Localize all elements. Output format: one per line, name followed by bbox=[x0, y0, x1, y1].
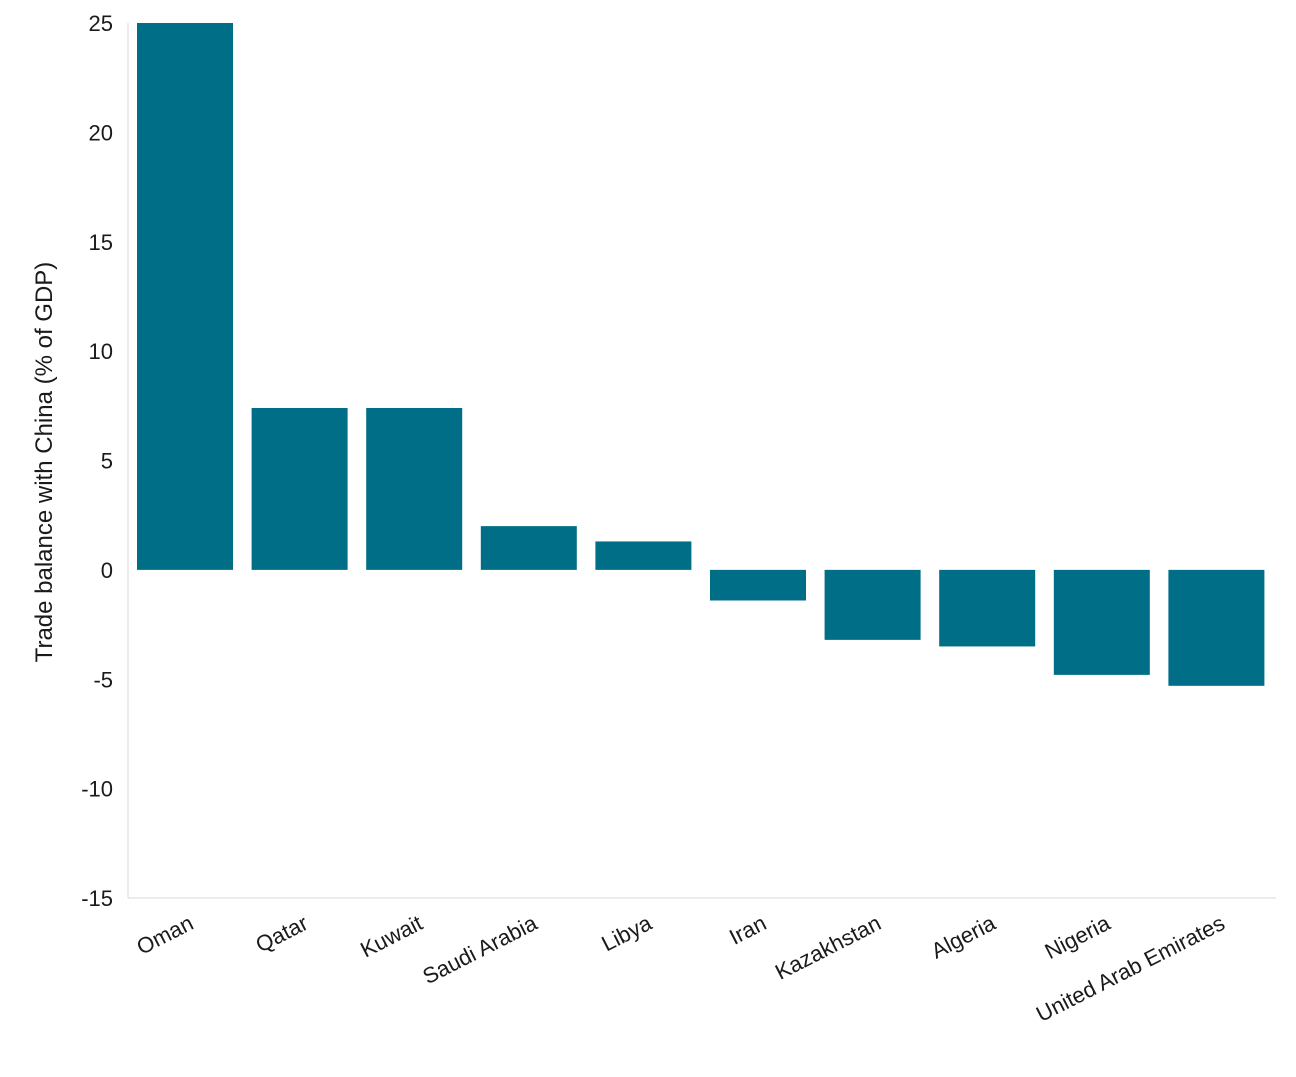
y-tick-label: 15 bbox=[89, 230, 113, 255]
x-tick-label: Kuwait bbox=[356, 910, 426, 962]
y-tick-label: 5 bbox=[101, 449, 113, 474]
bar-kazakhstan bbox=[824, 569, 921, 640]
y-tick-label: 20 bbox=[89, 120, 113, 145]
bar-kuwait bbox=[366, 408, 463, 570]
y-tick-label: 10 bbox=[89, 339, 113, 364]
x-tick-label: Oman bbox=[133, 910, 198, 959]
bar-algeria bbox=[939, 569, 1036, 647]
bar-iran bbox=[710, 569, 806, 601]
x-tick-label: Iran bbox=[725, 910, 770, 949]
y-axis-title: Trade balance with China (% of GDP) bbox=[31, 262, 58, 663]
bar-saudi-arabia bbox=[480, 526, 577, 570]
bar-united-arab-emirates bbox=[1168, 569, 1265, 686]
x-tick-label: Saudi Arabia bbox=[419, 910, 542, 989]
y-tick-label: 25 bbox=[89, 11, 113, 36]
x-tick-label: Nigeria bbox=[1041, 910, 1115, 964]
y-tick-label: -15 bbox=[81, 886, 113, 911]
x-tick-label: United Arab Emirates bbox=[1032, 910, 1229, 1027]
bar-oman bbox=[137, 23, 233, 570]
y-tick-label: -10 bbox=[81, 777, 113, 802]
bar-nigeria bbox=[1053, 569, 1150, 675]
y-tick-label: 0 bbox=[101, 558, 113, 583]
x-tick-label: Libya bbox=[597, 910, 656, 956]
y-axis-ticks: 25 20 15 10 5 0 -5 -10 -15 bbox=[81, 11, 113, 911]
bar-qatar bbox=[251, 408, 348, 570]
x-tick-label: Kazakhstan bbox=[771, 910, 885, 984]
x-tick-label: Algeria bbox=[927, 910, 1000, 964]
bar-libya bbox=[595, 541, 692, 570]
y-tick-label: -5 bbox=[93, 667, 113, 692]
bars bbox=[137, 23, 1265, 686]
x-tick-label: Qatar bbox=[251, 910, 311, 957]
